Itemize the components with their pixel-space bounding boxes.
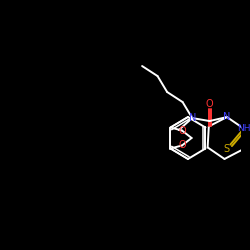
Text: O: O — [205, 100, 213, 110]
Text: O: O — [178, 140, 186, 150]
Text: N: N — [188, 113, 196, 123]
Text: S: S — [224, 144, 230, 154]
Text: NH: NH — [237, 124, 250, 133]
Text: O: O — [178, 126, 186, 136]
Text: N: N — [223, 112, 230, 122]
